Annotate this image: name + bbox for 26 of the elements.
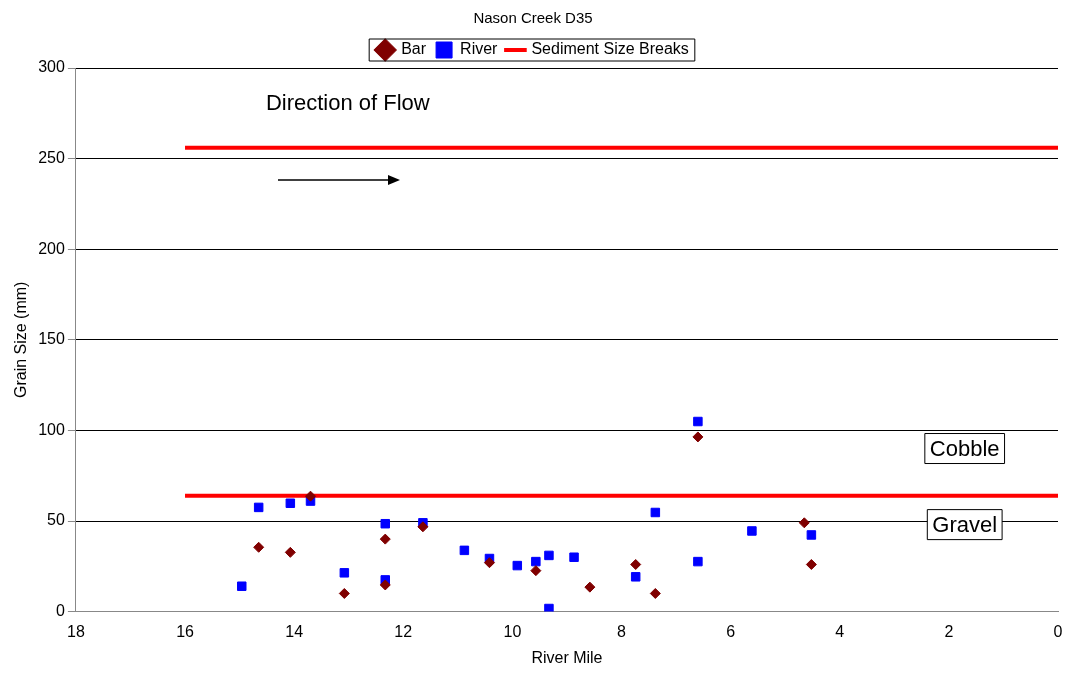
y-tick-label: 200 — [38, 239, 65, 257]
x-tick-label: 12 — [394, 622, 413, 640]
x-tick-label: 0 — [1053, 622, 1063, 640]
x-tick-label: 10 — [503, 622, 522, 640]
x-tick-label: 2 — [944, 622, 954, 640]
x-tick-label: 8 — [617, 622, 627, 640]
legend-label: Sediment Size Breaks — [531, 40, 689, 58]
y-tick-label: 150 — [38, 330, 65, 348]
legend-label: River — [460, 40, 499, 58]
y-tick-label: 100 — [38, 420, 65, 438]
y-axis-title: Grain Size (mm) — [12, 281, 30, 399]
annotation: Cobble — [929, 435, 1000, 461]
x-tick-label: 4 — [835, 622, 845, 640]
x-tick-label: 16 — [176, 622, 195, 640]
x-tick-label: 6 — [726, 622, 736, 640]
y-tick-label: 250 — [38, 149, 65, 167]
x-axis-title: River Mile — [531, 648, 603, 666]
y-tick-label: 300 — [38, 58, 65, 76]
annotation: Gravel — [932, 511, 998, 537]
chart-title: Nason Creek D35 — [473, 9, 593, 27]
legend-label: Bar — [401, 40, 427, 58]
y-tick-label: 0 — [55, 602, 65, 620]
y-tick-label: 50 — [47, 511, 65, 529]
x-tick-label: 14 — [285, 622, 304, 640]
annotation: Direction of Flow — [265, 90, 430, 116]
x-tick-label: 18 — [67, 622, 85, 640]
